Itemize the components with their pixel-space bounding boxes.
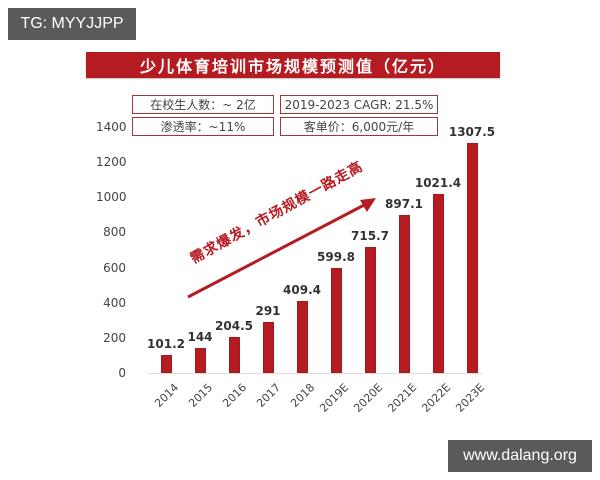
chart-title: 少儿体育培训市场规模预测值（亿元） [86, 52, 500, 78]
bar-2016 [228, 337, 240, 373]
value-label: 1307.5 [448, 125, 496, 140]
value-label: 897.1 [385, 197, 423, 212]
y-tick-label: 600 [103, 260, 126, 275]
x-tick-label: 2021E [385, 381, 420, 415]
value-label: 101.2 [147, 337, 185, 352]
x-tick-label: 2022E [419, 381, 454, 415]
value-label: 204.5 [215, 319, 253, 334]
value-label: 599.8 [317, 249, 355, 264]
value-label: 1021.4 [414, 175, 462, 190]
bar-2019E [330, 267, 342, 373]
x-tick-label: 2014 [152, 381, 182, 410]
bar-2017 [262, 321, 274, 373]
y-tick-label: 800 [103, 225, 126, 240]
y-tick-label: 200 [103, 330, 126, 345]
info-cagr: 2019-2023 CAGR: 21.5% [280, 95, 438, 114]
x-tick-label: 2017 [254, 381, 284, 410]
bar-2014 [160, 355, 172, 373]
info-price: 客单价：6,000元/年 [280, 117, 438, 136]
x-tick-label: 2019E [317, 381, 352, 415]
bar-2023E [466, 143, 478, 373]
y-tick-label: 0 [118, 366, 126, 380]
y-tick-label: 400 [103, 295, 126, 310]
x-tick-label: 2020E [351, 381, 386, 415]
watermark-top-left: TG: MYYJJPP [8, 8, 136, 40]
bar-2018 [296, 301, 308, 373]
info-penetration: 渗透率：~11% [132, 117, 274, 136]
bar-2015 [194, 347, 206, 373]
y-tick-label: 1000 [96, 190, 127, 205]
watermark-bottom-right: www.dalang.org [448, 440, 592, 472]
y-tick-label: 1400 [96, 120, 127, 134]
value-label: 409.4 [283, 283, 321, 298]
y-tick-label: 1200 [96, 155, 127, 170]
bar-2020E [364, 247, 376, 373]
bar-2022E [432, 193, 444, 373]
x-tick-label: 2016 [220, 381, 250, 410]
x-tick-label: 2023E [453, 381, 488, 415]
value-label: 715.7 [351, 229, 389, 244]
info-students: 在校生人数：~ 2亿 [132, 95, 274, 114]
x-tick-label: 2015 [186, 381, 216, 410]
value-label: 144 [187, 329, 213, 344]
value-label: 291 [255, 303, 281, 318]
x-tick-label: 2018 [288, 381, 318, 410]
bar-2021E [398, 215, 410, 373]
x-axis-baseline [148, 373, 482, 374]
